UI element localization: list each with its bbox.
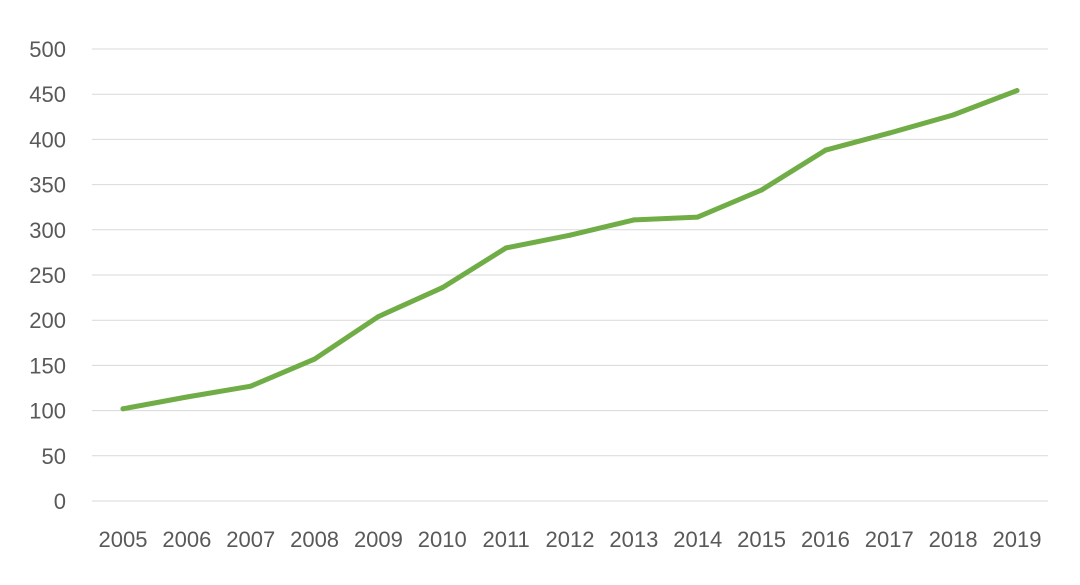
- data-point-2008: [312, 356, 318, 362]
- series-line-0: [120, 88, 1020, 412]
- x-tick-label: 2017: [865, 527, 914, 552]
- data-point-2014: [695, 214, 701, 220]
- data-points: [120, 88, 1020, 412]
- series-group: [120, 88, 1020, 412]
- x-tick-label: 2006: [162, 527, 211, 552]
- x-tick-label: 2013: [609, 527, 658, 552]
- x-tick-label: 2007: [226, 527, 275, 552]
- x-axis-tick-labels: 2005 2006 2007 2008 2009 2010 2011 2012 2013 2014…: [99, 527, 1042, 552]
- y-tick-label: 0: [54, 489, 66, 514]
- x-tick-label: 2016: [801, 527, 850, 552]
- y-tick-label: 300: [29, 218, 66, 243]
- y-tick-label: 200: [29, 308, 66, 333]
- data-point-2005: [120, 406, 126, 412]
- y-tick-label: 50: [42, 444, 66, 469]
- gridlines: [92, 48, 1048, 502]
- data-point-2007: [248, 383, 254, 389]
- x-tick-label: 2014: [673, 527, 722, 552]
- y-tick-label: 450: [29, 82, 66, 107]
- data-point-2019: [1014, 88, 1020, 94]
- y-tick-label: 400: [29, 127, 66, 152]
- x-tick-label: 2009: [354, 527, 403, 552]
- x-tick-label: 2018: [929, 527, 978, 552]
- x-tick-label: 2012: [546, 527, 595, 552]
- x-tick-label: 2019: [993, 527, 1042, 552]
- y-tick-label: 250: [29, 263, 66, 288]
- y-axis-tick-labels: 0 50 100 150 200 250 300 350 400 450 500: [29, 37, 66, 514]
- data-point-2016: [822, 147, 828, 153]
- data-point-2011: [503, 245, 509, 251]
- data-point-2015: [759, 187, 765, 193]
- x-tick-label: 2015: [737, 527, 786, 552]
- y-tick-label: 350: [29, 173, 66, 198]
- y-tick-label: 100: [29, 399, 66, 424]
- y-tick-label: 150: [29, 353, 66, 378]
- data-point-2006: [184, 394, 190, 400]
- y-tick-label: 500: [29, 37, 66, 62]
- x-tick-label: 2005: [99, 527, 148, 552]
- data-point-2010: [439, 285, 445, 291]
- data-point-2009: [375, 314, 381, 320]
- x-tick-label: 2011: [482, 527, 529, 552]
- x-tick-label: 2010: [418, 527, 467, 552]
- x-tick-label: 2008: [290, 527, 339, 552]
- data-point-2017: [886, 130, 892, 136]
- data-point-2018: [950, 112, 956, 118]
- data-point-2012: [567, 232, 573, 238]
- data-point-2013: [631, 217, 637, 223]
